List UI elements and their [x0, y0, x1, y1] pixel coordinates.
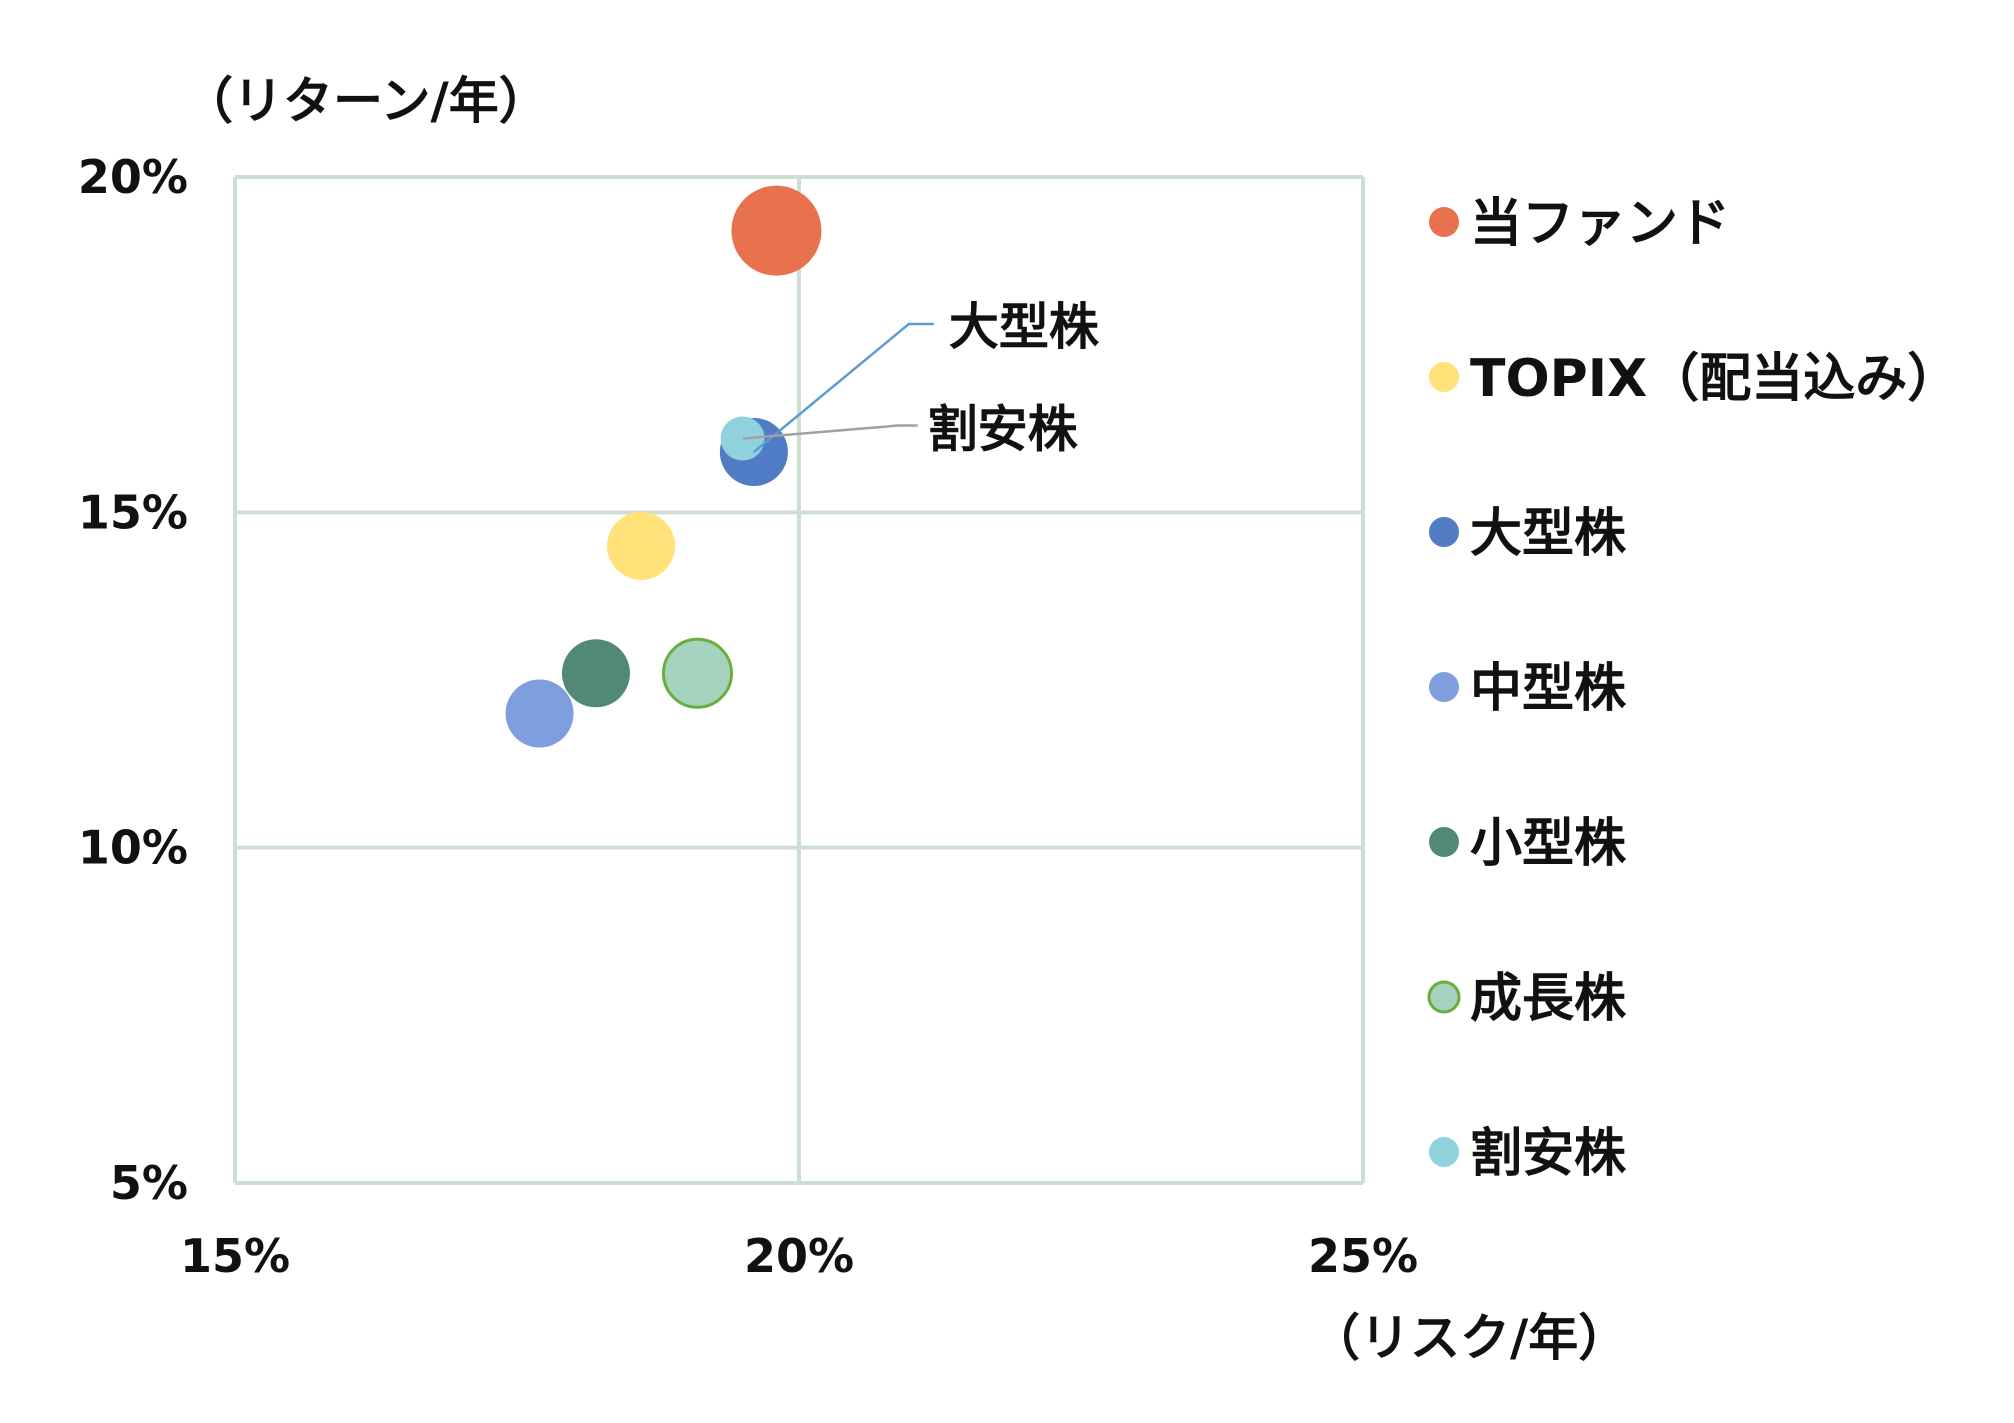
legend-label: 成長株 [1470, 969, 1627, 1029]
legend-label: 大型株 [1470, 504, 1627, 564]
callout-line [742, 424, 918, 440]
callout-label: 大型株 [949, 298, 1100, 356]
y-axis-title: （リターン/年） [183, 72, 549, 130]
y-tick-label: 10% [78, 821, 188, 875]
axis-ticks: 20% 15% 10% 5% 15% 20% 25% [78, 150, 1418, 1283]
x-tick-label: 20% [744, 1229, 854, 1283]
callout-line [753, 322, 934, 453]
callout-label: 割安株 [928, 401, 1079, 459]
data-point [661, 637, 733, 709]
legend-label: TOPIX（配当込み） [1470, 349, 1959, 409]
x-axis-title: （リスク/年） [1310, 1309, 1628, 1367]
legend-marker [1429, 672, 1459, 702]
legend-marker [1427, 980, 1461, 1014]
legend-label: 小型株 [1470, 814, 1627, 874]
data-points [505, 185, 822, 748]
data-point [561, 639, 630, 708]
y-tick-label: 15% [78, 485, 188, 539]
grid [233, 175, 1365, 1185]
legend-marker [1429, 207, 1459, 237]
legend-marker [1429, 517, 1459, 547]
legend-marker [1429, 362, 1459, 392]
y-tick-label: 20% [78, 150, 188, 204]
y-tick-label: 5% [110, 1156, 188, 1210]
x-tick-label: 15% [180, 1229, 290, 1283]
data-point [731, 185, 822, 276]
data-point [607, 511, 676, 580]
x-tick-label: 25% [1308, 1229, 1418, 1283]
legend-label: 割安株 [1470, 1124, 1627, 1184]
legend-label: 中型株 [1470, 659, 1627, 719]
legend-marker [1429, 827, 1459, 857]
legend-marker [1429, 1137, 1459, 1167]
data-point [505, 679, 574, 748]
legend-label: 当ファンド [1470, 194, 1730, 254]
